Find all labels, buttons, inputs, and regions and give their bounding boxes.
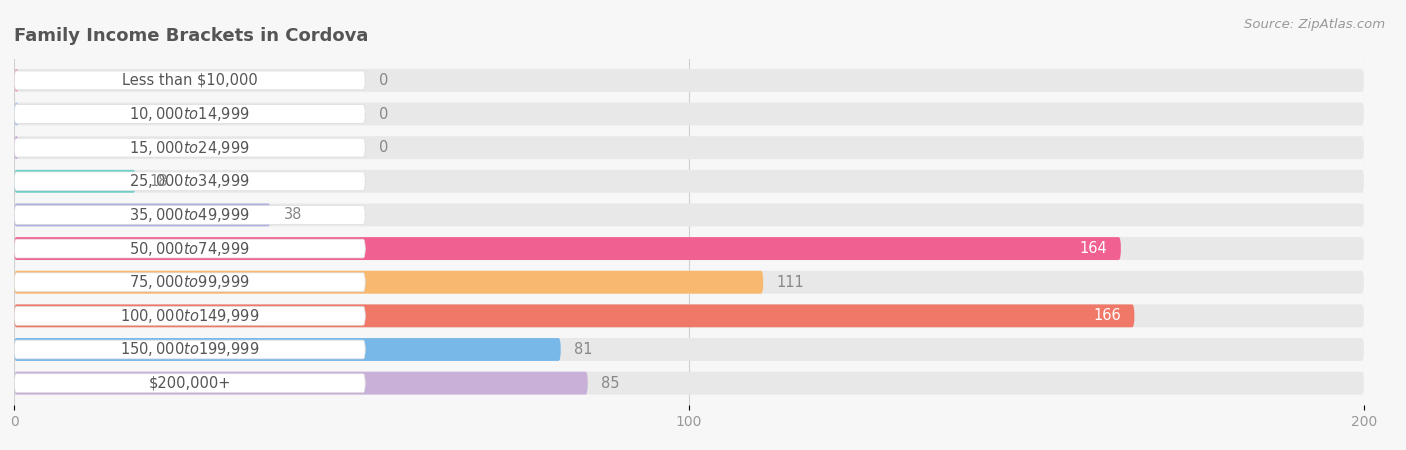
FancyBboxPatch shape	[14, 69, 1364, 92]
FancyBboxPatch shape	[14, 372, 588, 395]
FancyBboxPatch shape	[14, 338, 1364, 361]
Text: 0: 0	[378, 140, 388, 155]
FancyBboxPatch shape	[14, 136, 1364, 159]
Text: Family Income Brackets in Cordova: Family Income Brackets in Cordova	[14, 27, 368, 45]
Text: Source: ZipAtlas.com: Source: ZipAtlas.com	[1244, 18, 1385, 31]
Text: 38: 38	[284, 207, 302, 222]
Text: $35,000 to $49,999: $35,000 to $49,999	[129, 206, 250, 224]
FancyBboxPatch shape	[14, 170, 1364, 193]
FancyBboxPatch shape	[14, 304, 1135, 327]
FancyBboxPatch shape	[14, 103, 18, 126]
FancyBboxPatch shape	[14, 203, 1364, 226]
FancyBboxPatch shape	[14, 136, 18, 159]
FancyBboxPatch shape	[14, 206, 366, 224]
Text: 0: 0	[378, 107, 388, 122]
FancyBboxPatch shape	[14, 69, 18, 92]
FancyBboxPatch shape	[14, 273, 366, 292]
Text: $50,000 to $74,999: $50,000 to $74,999	[129, 239, 250, 257]
Text: 85: 85	[602, 376, 620, 391]
FancyBboxPatch shape	[14, 203, 270, 226]
FancyBboxPatch shape	[14, 170, 135, 193]
Text: 164: 164	[1080, 241, 1108, 256]
Text: $15,000 to $24,999: $15,000 to $24,999	[129, 139, 250, 157]
Text: 166: 166	[1092, 308, 1121, 324]
FancyBboxPatch shape	[14, 105, 366, 123]
FancyBboxPatch shape	[14, 271, 1364, 294]
FancyBboxPatch shape	[14, 239, 366, 258]
FancyBboxPatch shape	[14, 304, 1364, 327]
Text: $75,000 to $99,999: $75,000 to $99,999	[129, 273, 250, 291]
FancyBboxPatch shape	[14, 271, 763, 294]
FancyBboxPatch shape	[14, 338, 561, 361]
Text: $25,000 to $34,999: $25,000 to $34,999	[129, 172, 250, 190]
Text: 0: 0	[378, 73, 388, 88]
FancyBboxPatch shape	[14, 237, 1364, 260]
Text: 18: 18	[149, 174, 167, 189]
FancyBboxPatch shape	[14, 306, 366, 325]
Text: 81: 81	[574, 342, 593, 357]
FancyBboxPatch shape	[14, 374, 366, 392]
Text: Less than $10,000: Less than $10,000	[122, 73, 257, 88]
Text: $200,000+: $200,000+	[149, 376, 231, 391]
Text: $10,000 to $14,999: $10,000 to $14,999	[129, 105, 250, 123]
FancyBboxPatch shape	[14, 372, 1364, 395]
FancyBboxPatch shape	[14, 172, 366, 191]
FancyBboxPatch shape	[14, 340, 366, 359]
FancyBboxPatch shape	[14, 138, 366, 157]
FancyBboxPatch shape	[14, 103, 1364, 126]
FancyBboxPatch shape	[14, 237, 1121, 260]
Text: $150,000 to $199,999: $150,000 to $199,999	[120, 341, 260, 359]
FancyBboxPatch shape	[14, 71, 366, 90]
Text: 111: 111	[776, 274, 804, 290]
Text: $100,000 to $149,999: $100,000 to $149,999	[120, 307, 260, 325]
